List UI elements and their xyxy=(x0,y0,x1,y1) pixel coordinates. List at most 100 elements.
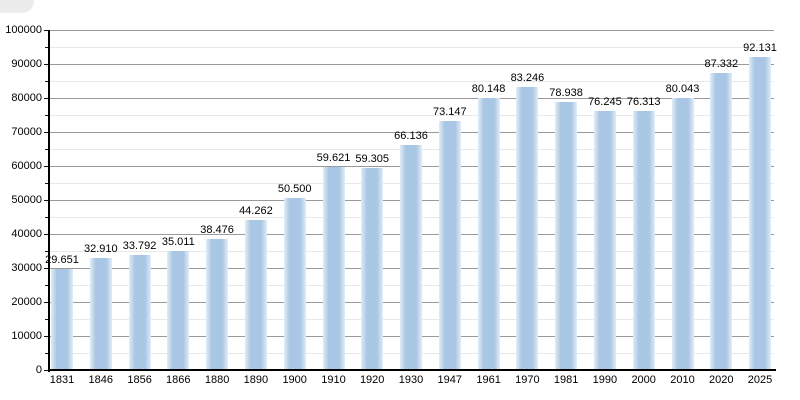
y-axis-minor-tick xyxy=(45,217,49,218)
bar-value-label: 80.148 xyxy=(471,82,506,95)
x-tick-label: 1970 xyxy=(515,374,540,386)
x-tick-label: 1856 xyxy=(127,374,152,386)
y-axis-minor-tick xyxy=(45,81,49,82)
bar-value-label: 73.147 xyxy=(432,106,467,119)
minor-gridline xyxy=(50,115,774,116)
x-tick-label: 1981 xyxy=(553,374,579,386)
bar xyxy=(128,255,151,370)
x-tick-label: 1947 xyxy=(437,374,463,386)
x-tick-label: 1831 xyxy=(49,374,75,386)
minor-gridline xyxy=(50,47,774,48)
y-axis-minor-tick xyxy=(45,149,49,150)
y-axis-line xyxy=(48,30,50,372)
y-tick-label: 60000 xyxy=(11,160,42,172)
bar-value-label: 59.305 xyxy=(355,153,390,166)
bar xyxy=(671,97,694,370)
bar-value-label: 38.476 xyxy=(200,224,234,237)
bar xyxy=(710,73,733,370)
bar xyxy=(749,56,771,370)
y-axis-tick xyxy=(44,200,49,201)
y-axis-minor-tick xyxy=(45,183,49,184)
x-tick-label: 1930 xyxy=(398,374,424,386)
x-tick-label: 2010 xyxy=(670,374,695,386)
bar-value-label: 44.262 xyxy=(239,204,273,217)
y-axis-tick xyxy=(44,64,49,65)
bar xyxy=(632,110,655,370)
bar-value-label: 78.938 xyxy=(549,86,583,99)
x-tick-label: 2025 xyxy=(747,374,773,386)
minor-gridline xyxy=(50,81,774,82)
bar xyxy=(361,168,384,370)
x-tick-label: 1900 xyxy=(282,374,307,386)
bar xyxy=(438,121,461,370)
x-tick-label: 1846 xyxy=(88,374,114,386)
y-axis-minor-tick xyxy=(45,251,49,252)
x-tick-label: 2020 xyxy=(709,374,734,386)
corner-artifact xyxy=(0,0,34,13)
y-axis-minor-tick xyxy=(45,353,49,354)
y-axis-tick xyxy=(44,234,49,235)
x-tick-label: 1910 xyxy=(321,374,346,386)
y-axis-minor-tick xyxy=(45,285,49,286)
bar xyxy=(516,87,539,370)
y-axis-minor-tick xyxy=(45,319,49,320)
y-axis-tick xyxy=(44,302,49,303)
y-axis-tick xyxy=(44,30,49,31)
bar-value-label: 83.246 xyxy=(510,72,545,84)
bar-value-label: 76.245 xyxy=(588,95,622,108)
bar-value-label: 32.910 xyxy=(83,243,118,256)
x-axis-line xyxy=(48,369,776,371)
y-tick-label: 70000 xyxy=(11,126,42,138)
major-gridline xyxy=(50,64,774,65)
bar-value-label: 50.500 xyxy=(277,183,312,196)
y-axis-tick xyxy=(44,132,49,133)
y-tick-label: 100000 xyxy=(5,24,42,36)
bar-value-label: 92.131 xyxy=(743,41,777,54)
bar-value-label: 76.313 xyxy=(626,95,661,108)
y-tick-label: 50000 xyxy=(11,194,42,206)
y-tick-label: 0 xyxy=(35,364,42,376)
y-axis-tick xyxy=(44,268,49,269)
bar-value-label: 87.332 xyxy=(704,58,739,71)
bar xyxy=(89,258,112,370)
y-tick-label: 90000 xyxy=(11,58,42,70)
x-tick-label: 1890 xyxy=(243,374,269,386)
x-tick-label: 1866 xyxy=(166,374,191,386)
major-gridline xyxy=(50,132,774,133)
bar-value-label: 66.136 xyxy=(394,130,428,143)
y-tick-label: 30000 xyxy=(11,262,42,274)
x-tick-label: 1880 xyxy=(204,374,230,386)
y-tick-label: 10000 xyxy=(11,330,42,342)
x-tick-label: 1920 xyxy=(359,374,385,386)
bar xyxy=(400,145,422,370)
y-axis-tick xyxy=(44,336,49,337)
x-tick-label: 1990 xyxy=(592,374,618,386)
bar xyxy=(283,198,306,370)
major-gridline xyxy=(50,30,774,31)
y-axis-tick xyxy=(44,98,49,99)
bar xyxy=(244,219,267,370)
y-tick-label: 40000 xyxy=(11,228,42,240)
y-axis-minor-tick xyxy=(45,115,49,116)
bar-value-label: 33.792 xyxy=(122,240,157,253)
bar xyxy=(593,110,616,370)
y-tick-label: 20000 xyxy=(11,296,42,308)
bar-value-label: 35.011 xyxy=(161,236,195,248)
bar-value-label: 80.043 xyxy=(665,82,700,95)
y-tick-label: 80000 xyxy=(11,92,42,104)
y-axis-minor-tick xyxy=(45,47,49,48)
major-gridline xyxy=(50,98,774,99)
bar-value-label: 59.621 xyxy=(316,152,351,165)
y-axis-tick xyxy=(44,166,49,167)
y-axis-tick xyxy=(44,370,49,371)
bar xyxy=(167,251,190,370)
x-tick-label: 2000 xyxy=(631,374,656,386)
bar xyxy=(477,97,500,370)
x-tick-label: 1961 xyxy=(476,374,501,386)
bar xyxy=(51,269,73,370)
bar-value-label: 29.651 xyxy=(45,254,79,267)
bar xyxy=(322,167,345,370)
bar xyxy=(555,101,578,370)
bar xyxy=(206,239,229,370)
